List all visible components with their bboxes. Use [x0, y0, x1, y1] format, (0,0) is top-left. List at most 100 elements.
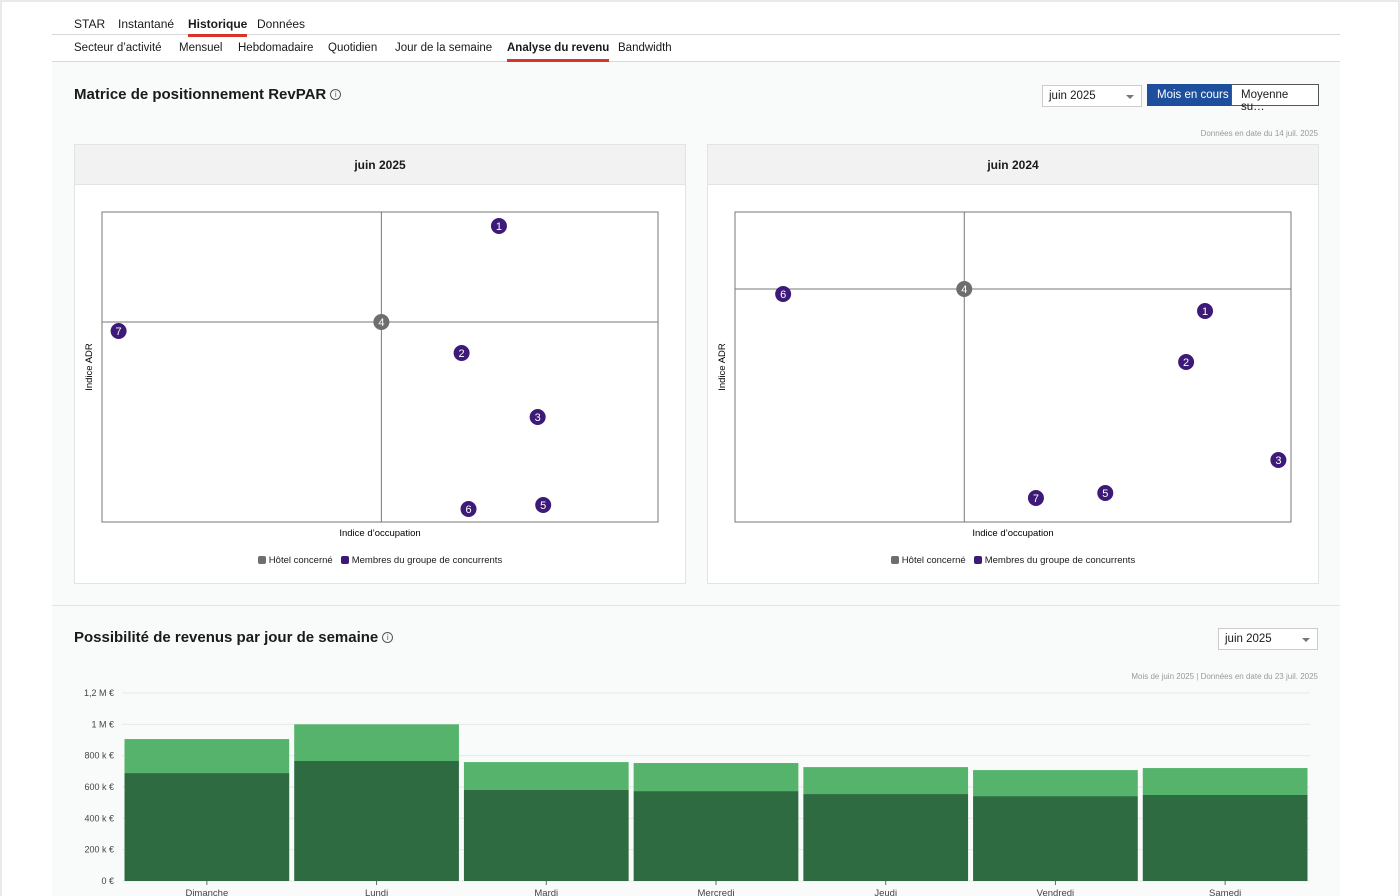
subnav-tab[interactable]: Quotidien — [328, 42, 378, 54]
legend-label: Membres du groupe de concurrents — [984, 555, 1136, 566]
subnav-tab[interactable]: Hebdomadaire — [238, 42, 314, 54]
bar-segment-possibilité[interactable] — [1142, 768, 1308, 795]
bar-segment-possibilité[interactable] — [124, 739, 290, 774]
y-axis-label: Indice ADR — [717, 343, 728, 391]
bar-segment-possibilité[interactable] — [294, 724, 459, 761]
scatter-point[interactable]: 7 — [110, 323, 127, 339]
average-button[interactable]: Moyenne su… — [1231, 84, 1319, 113]
scatter-point[interactable]: 3 — [529, 409, 546, 425]
nav-tab[interactable]: STAR — [74, 17, 106, 31]
legend-swatch — [973, 556, 982, 564]
point-marker — [1027, 490, 1044, 506]
matrix-panel-2024: juin 2024 Indice d’occupation Indice ADR 1… — [707, 144, 1319, 584]
bar-segment-possibilité[interactable] — [633, 763, 799, 792]
point-label: 7 — [1033, 493, 1039, 505]
scatter-point[interactable]: 3 — [1270, 452, 1287, 468]
bar-segment-base[interactable] — [463, 789, 629, 881]
point-marker — [460, 501, 477, 517]
nav-tab[interactable]: Instantané — [118, 17, 175, 31]
y-tick-label: 800 k € — [84, 751, 114, 761]
subnav-tab[interactable]: Jour de la semaine — [395, 42, 493, 54]
matrix-panel-2025: juin 2025 Indice d’occupation Indice ADR 1… — [74, 144, 686, 584]
point-label: 4 — [378, 317, 384, 329]
point-label: 5 — [1102, 488, 1108, 500]
point-label: 2 — [1183, 357, 1189, 369]
panel-title: juin 2025 — [75, 145, 685, 185]
panel-title: juin 2024 — [708, 145, 1318, 185]
nav-tab[interactable]: Historique — [188, 17, 248, 37]
matrix-title-text: Matrice de positionnement RevPAR — [74, 86, 327, 103]
scatter-point[interactable]: 1 — [490, 218, 507, 234]
revenue-data-note: Mois de juin 2025 | Données en date du 2… — [1131, 672, 1318, 681]
chart-legend: Hôtel concerné Membres du groupe de concu… — [708, 555, 1318, 566]
chevron-down-icon — [1302, 638, 1310, 642]
nav-tab[interactable]: Données — [257, 17, 306, 31]
subnav-tab[interactable]: Mensuel — [179, 42, 223, 54]
scatter-point[interactable]: 5 — [535, 497, 552, 513]
bar-segment-base[interactable] — [1142, 794, 1308, 881]
bar-segment-base[interactable] — [294, 760, 459, 881]
subnav-tab[interactable]: Analyse du revenu — [507, 42, 610, 62]
y-tick-label: 400 k € — [84, 813, 114, 823]
info-icon[interactable]: i — [382, 632, 394, 643]
scatter-point[interactable]: 6 — [775, 286, 792, 302]
scatter-point[interactable]: 6 — [460, 501, 477, 517]
x-axis-label: Indice d’occupation — [972, 528, 1053, 539]
revenue-title-text: Possibilité de revenus par jour de semai… — [74, 629, 379, 646]
month-select[interactable]: juin 2025 — [1042, 85, 1142, 107]
scatter-point[interactable]: 7 — [1027, 490, 1044, 506]
scatter-point[interactable]: 4 — [956, 281, 973, 297]
bar-segment-possibilité[interactable] — [463, 762, 629, 790]
scatter-point[interactable]: 2 — [1178, 354, 1195, 370]
x-tick-label: Vendredi — [1037, 888, 1075, 896]
legend-competitors: Membres du groupe de concurrents — [340, 555, 503, 566]
bar-segment-base[interactable] — [124, 773, 290, 881]
bar-segment-base[interactable] — [973, 796, 1138, 881]
point-label: 3 — [535, 412, 541, 424]
revenue-bar-chart: 0 € 200 k € 400 k € 600 k € 800 k € 1 M € 1,2 … — [84, 688, 1310, 896]
bar-segment-base[interactable] — [633, 791, 799, 881]
secondary-nav: Secteur d’activité Mensuel Hebdomadaire Quo… — [52, 35, 1340, 62]
legend-label: Membres du groupe de concurrents — [351, 555, 503, 566]
bar-segment-base[interactable] — [803, 794, 969, 881]
y-tick-label: 200 k € — [84, 845, 114, 855]
y-tick-label: 600 k € — [84, 782, 114, 792]
point-label: 7 — [116, 326, 122, 338]
info-icon[interactable]: i — [330, 89, 342, 100]
scatter-point[interactable]: 2 — [453, 345, 470, 361]
point-marker — [956, 281, 973, 297]
x-tick-label: Dimanche — [185, 888, 228, 896]
y-tick-label: 1,2 M € — [84, 688, 114, 698]
bar-segment-possibilité[interactable] — [973, 770, 1138, 797]
point-label: 3 — [1275, 455, 1281, 467]
point-marker — [373, 314, 390, 330]
chevron-down-icon — [1126, 95, 1134, 99]
matrix-title: Matrice de positionnement RevPAR i — [74, 86, 342, 103]
scatter-point[interactable]: 1 — [1197, 303, 1214, 319]
primary-nav: STAR Instantané Historique Données — [52, 2, 1340, 37]
section-divider — [52, 605, 1340, 606]
subnav-tab[interactable]: Bandwidth — [618, 42, 672, 54]
subnav-tab[interactable]: Secteur d’activité — [74, 42, 162, 54]
scatter-point[interactable]: 4 — [373, 314, 390, 330]
bar-segment-possibilité[interactable] — [803, 767, 969, 795]
x-axis-label: Indice d’occupation — [339, 528, 420, 539]
point-marker — [535, 497, 552, 513]
revenue-month-select[interactable]: juin 2025 — [1218, 628, 1318, 650]
scatter-point[interactable]: 5 — [1097, 485, 1114, 501]
point-label: 6 — [780, 289, 786, 301]
point-marker — [1097, 485, 1114, 501]
point-label: 2 — [459, 348, 465, 360]
legend-label: Hôtel concerné — [901, 555, 966, 566]
month-select-value: juin 2025 — [1225, 633, 1272, 645]
point-marker — [1270, 452, 1287, 468]
current-month-button[interactable]: Mois en cours — [1147, 84, 1239, 106]
legend-swatch — [890, 556, 899, 564]
point-marker — [490, 218, 507, 234]
x-tick-label: Jeudi — [874, 888, 897, 896]
revenue-title: Possibilité de revenus par jour de semai… — [74, 629, 394, 646]
y-axis-label: Indice ADR — [84, 343, 95, 391]
month-select-value: juin 2025 — [1049, 90, 1096, 102]
x-tick-label: Mardi — [534, 888, 558, 896]
x-tick-label: Samedi — [1209, 888, 1241, 896]
